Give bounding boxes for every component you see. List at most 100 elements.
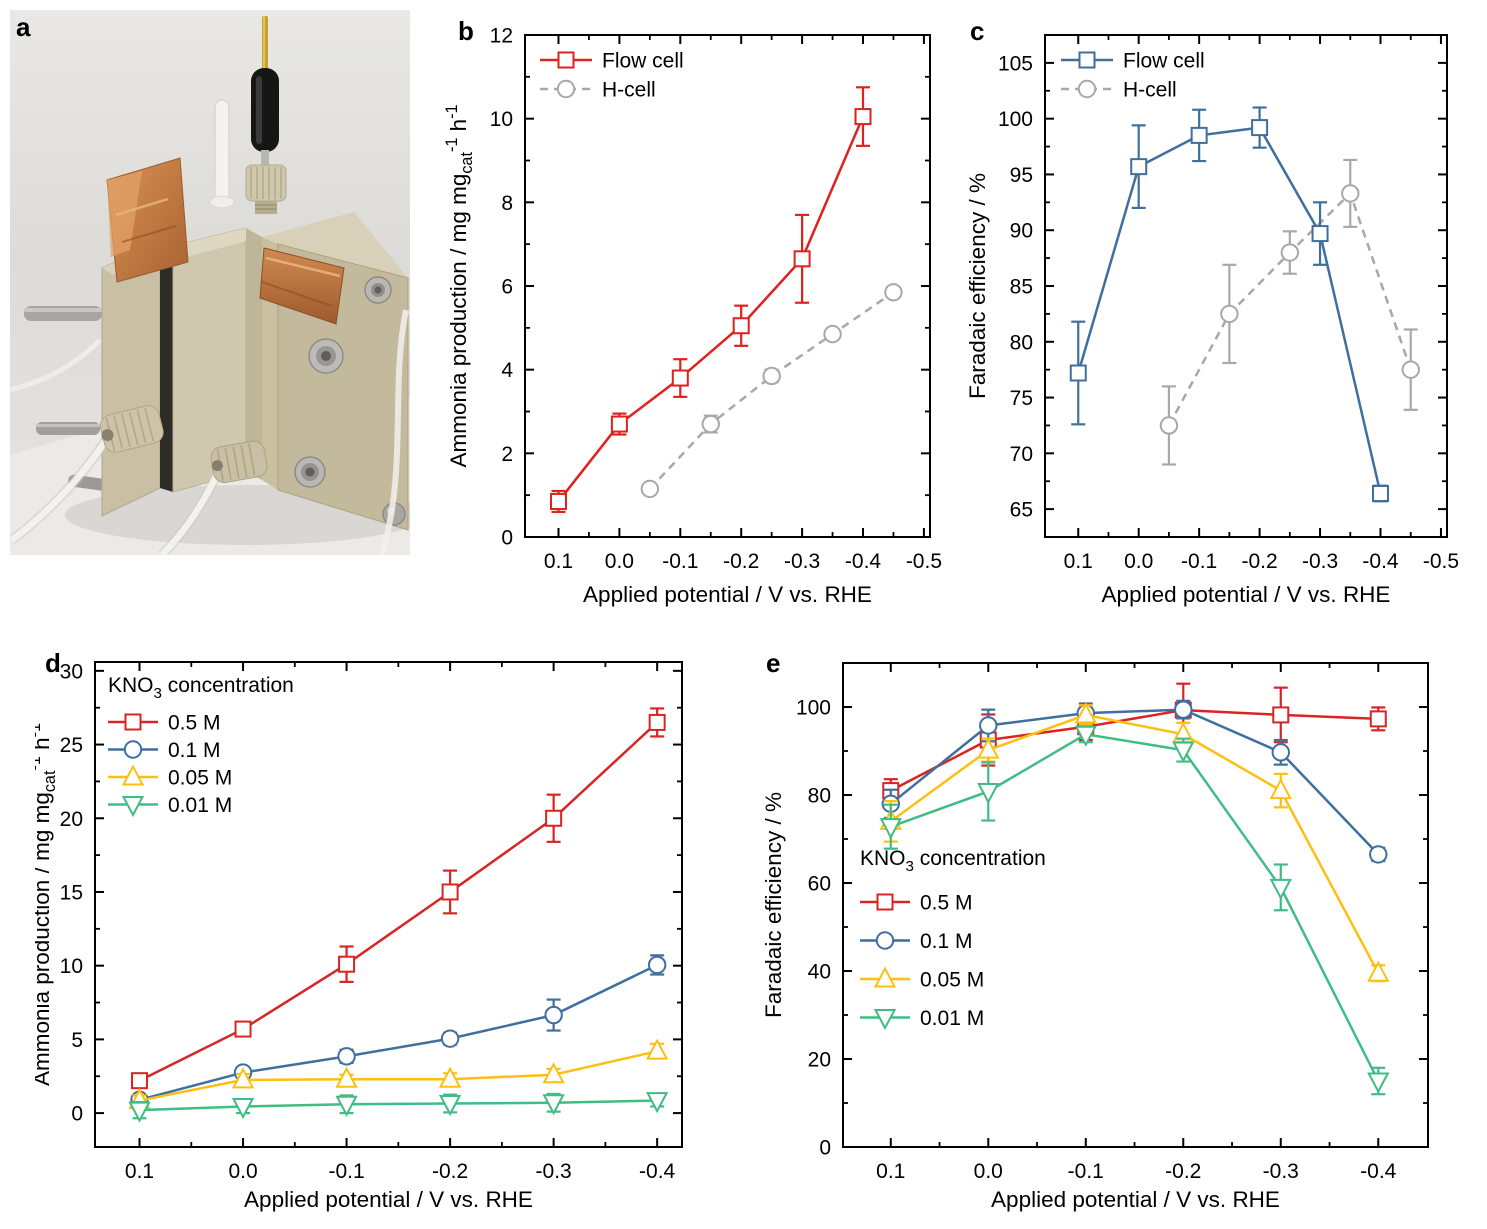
svg-text:-0.1: -0.1	[662, 550, 698, 573]
panel-label-c: c	[970, 16, 985, 46]
svg-text:-0.4: -0.4	[1362, 550, 1399, 573]
svg-text:0.05 M: 0.05 M	[168, 767, 232, 790]
svg-text:75: 75	[1010, 387, 1033, 410]
svg-text:Ammonia production / mg mgcat-: Ammonia production / mg mgcat-1 h-1	[443, 104, 476, 467]
svg-text:H-cell: H-cell	[1123, 79, 1177, 102]
svg-text:0.0: 0.0	[974, 1160, 1003, 1183]
svg-text:0.05 M: 0.05 M	[920, 969, 984, 992]
svg-text:0.1 M: 0.1 M	[168, 739, 221, 762]
svg-text:5: 5	[71, 1029, 83, 1052]
svg-text:0: 0	[501, 527, 513, 550]
chart-faradaic-efficiency-flow-vs-hcell: 0.1 0.0 -0.1 -0.2 -0.3 -0.4 -0.5 65 70 75 80 85 90 95…	[965, 34, 1459, 607]
copper-foil-left	[106, 157, 189, 283]
svg-text:2: 2	[501, 443, 513, 466]
svg-text:KNO3 concentration: KNO3 concentration	[108, 674, 294, 702]
svg-text:100: 100	[796, 697, 831, 720]
svg-text:-0.5: -0.5	[1423, 550, 1459, 573]
middle-plate-edge	[246, 228, 262, 480]
svg-text:Faradaic efficiency / %: Faradaic efficiency / %	[965, 173, 990, 399]
svg-text:Applied potential / V vs. RHE: Applied potential / V vs. RHE	[244, 1187, 533, 1212]
svg-text:KNO3 concentration: KNO3 concentration	[860, 847, 1046, 875]
svg-text:95: 95	[1010, 164, 1033, 187]
chart-ammonia-production-flow-vs-hcell: 0.1 0.0 -0.1 -0.2 -0.3 -0.4 -0.5 0 2 4 6 8 10 12 Appli…	[443, 25, 942, 608]
svg-text:0.0: 0.0	[605, 550, 634, 573]
svg-text:65: 65	[1010, 499, 1033, 522]
svg-text:40: 40	[808, 961, 831, 984]
svg-text:0.0: 0.0	[1124, 550, 1153, 573]
svg-text:-0.5: -0.5	[906, 550, 942, 573]
svg-text:80: 80	[808, 785, 831, 808]
svg-text:Flow cell: Flow cell	[602, 50, 684, 73]
plate-gap	[160, 242, 173, 492]
svg-text:0.5 M: 0.5 M	[168, 712, 221, 735]
svg-text:25: 25	[60, 734, 83, 757]
svg-text:90: 90	[1010, 220, 1033, 243]
middle-plate-top	[173, 228, 262, 256]
chart-ammonia-production-kno3: 0.1 0.0 -0.1 -0.2 -0.3 -0.4 0 5 10 15 20 25 30 Applie…	[35, 660, 683, 1212]
inlet-fitting	[99, 405, 164, 453]
svg-text:0.0: 0.0	[228, 1160, 257, 1183]
svg-text:Applied potential / V vs. RHE: Applied potential / V vs. RHE	[583, 582, 872, 607]
svg-text:0.1: 0.1	[1064, 550, 1093, 573]
svg-text:-0.3: -0.3	[536, 1160, 572, 1183]
right-block-top	[262, 212, 408, 278]
electrode-connector	[245, 16, 287, 214]
left-plate	[101, 241, 161, 517]
svg-text:Faradaic efficiency / %: Faradaic efficiency / %	[761, 792, 786, 1018]
svg-text:-0.3: -0.3	[1302, 550, 1338, 573]
copper-foil-right	[259, 247, 345, 325]
svg-text:-0.2: -0.2	[432, 1160, 468, 1183]
svg-text:0.01 M: 0.01 M	[920, 1007, 984, 1030]
svg-text:H-cell: H-cell	[602, 79, 656, 102]
svg-text:0.1: 0.1	[125, 1160, 154, 1183]
panel-label-b: b	[458, 16, 474, 46]
svg-text:0.01 M: 0.01 M	[168, 794, 232, 817]
svg-text:0: 0	[819, 1137, 831, 1160]
svg-text:0: 0	[71, 1103, 83, 1126]
svg-text:10: 10	[490, 108, 513, 131]
svg-text:60: 60	[808, 873, 831, 896]
svg-text:15: 15	[60, 881, 83, 904]
svg-text:-0.2: -0.2	[1165, 1160, 1201, 1183]
svg-text:-0.1: -0.1	[1068, 1160, 1104, 1183]
svg-text:0.1 M: 0.1 M	[920, 930, 973, 953]
panel-label-d: d	[45, 648, 61, 678]
panel-label-a: a	[16, 12, 31, 42]
svg-text:20: 20	[60, 808, 83, 831]
outlet-fitting	[210, 440, 268, 483]
svg-text:4: 4	[501, 359, 513, 382]
svg-text:Applied potential / V vs. RHE: Applied potential / V vs. RHE	[1102, 582, 1391, 607]
svg-text:-0.3: -0.3	[1263, 1160, 1299, 1183]
svg-text:Applied potential / V vs. RHE: Applied potential / V vs. RHE	[991, 1187, 1280, 1212]
svg-text:20: 20	[808, 1049, 831, 1072]
ptfe-rod	[209, 99, 235, 209]
panel-label-e: e	[766, 648, 781, 678]
svg-text:8: 8	[501, 192, 513, 215]
svg-text:70: 70	[1010, 443, 1033, 466]
svg-text:-0.4: -0.4	[1360, 1160, 1397, 1183]
svg-text:12: 12	[490, 25, 513, 48]
svg-text:-0.4: -0.4	[639, 1160, 676, 1183]
flow-cell-photo-svg	[8, 10, 425, 559]
svg-text:-0.1: -0.1	[328, 1160, 364, 1183]
svg-text:-0.1: -0.1	[1181, 550, 1217, 573]
svg-text:80: 80	[1010, 331, 1033, 354]
svg-text:0.1: 0.1	[876, 1160, 905, 1183]
svg-text:0.1: 0.1	[544, 550, 573, 573]
svg-text:0.5 M: 0.5 M	[920, 892, 973, 915]
svg-text:-0.2: -0.2	[723, 550, 759, 573]
svg-text:-0.3: -0.3	[784, 550, 820, 573]
tubing	[8, 309, 409, 559]
svg-text:100: 100	[998, 108, 1033, 131]
svg-text:-0.4: -0.4	[845, 550, 882, 573]
flow-cell-photo	[8, 10, 425, 559]
svg-text:-0.2: -0.2	[1242, 550, 1278, 573]
svg-text:30: 30	[60, 660, 83, 683]
chart-faradaic-efficiency-kno3: 0.1 0.0 -0.1 -0.2 -0.3 -0.4 0 20 40 60 80 100 Applie…	[761, 662, 1429, 1212]
svg-text:10: 10	[60, 955, 83, 978]
svg-text:105: 105	[998, 52, 1033, 75]
svg-text:6: 6	[501, 276, 513, 299]
svg-text:Ammonia production / mg mgcat-: Ammonia production / mg mgcat-1 h-1	[35, 723, 59, 1086]
svg-text:Flow cell: Flow cell	[1123, 50, 1205, 73]
